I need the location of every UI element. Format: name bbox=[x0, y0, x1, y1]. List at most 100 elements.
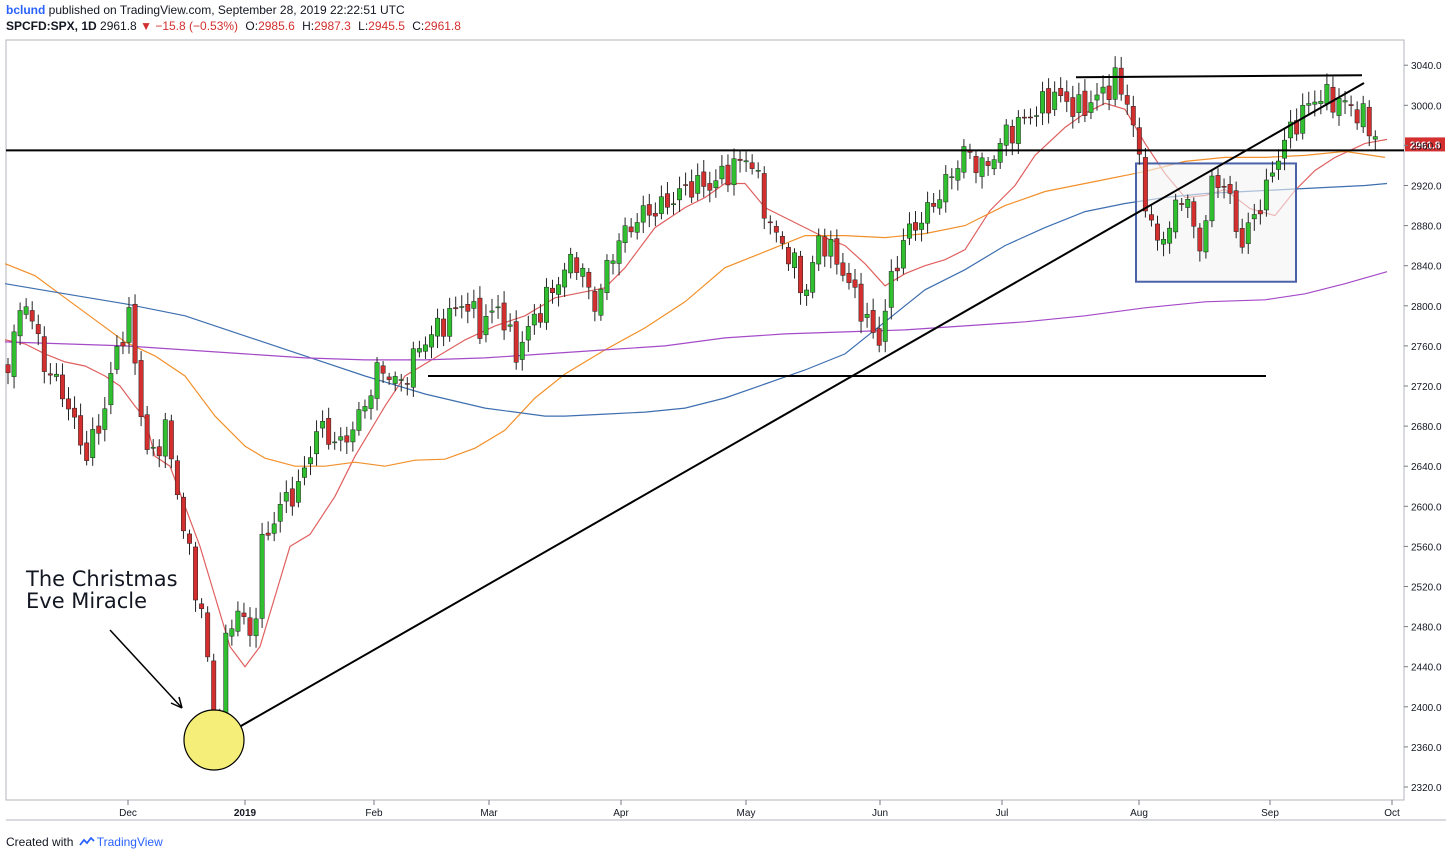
quote-line: SPCFD:SPX, 1D 2961.8 ▼ −15.8 (−0.53%) O:… bbox=[6, 18, 1446, 34]
price-tick-label: 2400.0 bbox=[1411, 703, 1442, 714]
uptrend-line[interactable] bbox=[212, 82, 1365, 743]
candlestick bbox=[592, 286, 598, 322]
candlestick bbox=[610, 253, 616, 275]
candlestick bbox=[1318, 89, 1324, 115]
candlestick bbox=[743, 151, 749, 172]
candlestick bbox=[761, 166, 767, 230]
candlestick bbox=[314, 420, 320, 466]
candlestick bbox=[72, 396, 77, 429]
price-tick-label: 2680.0 bbox=[1411, 422, 1442, 433]
candlestick bbox=[634, 213, 640, 240]
candlestick bbox=[344, 426, 350, 455]
candlestick bbox=[447, 297, 453, 342]
candlestick bbox=[1185, 194, 1191, 218]
candlestick bbox=[1112, 56, 1118, 106]
candlestick bbox=[888, 259, 894, 320]
time-tick-label: Oct bbox=[1384, 808, 1400, 819]
candlestick bbox=[804, 284, 810, 306]
price-tick-label: 2840.0 bbox=[1411, 262, 1442, 273]
author-name[interactable]: bclund bbox=[6, 3, 46, 17]
candlestick bbox=[199, 598, 205, 619]
price-change: −15.8 (−0.53%) bbox=[155, 19, 239, 33]
candlestick bbox=[47, 363, 53, 385]
candlestick bbox=[60, 363, 65, 408]
candlestick bbox=[677, 176, 682, 212]
candlestick bbox=[1015, 110, 1021, 154]
candlestick bbox=[604, 254, 610, 301]
candlestick bbox=[949, 168, 955, 190]
candlestick bbox=[465, 292, 471, 324]
candlestick bbox=[665, 182, 670, 215]
candlestick bbox=[489, 298, 495, 324]
candlestick bbox=[719, 155, 725, 185]
candlestick bbox=[556, 276, 561, 307]
candlestick bbox=[1046, 78, 1052, 124]
candlestick bbox=[816, 228, 822, 272]
candlestick bbox=[507, 313, 513, 332]
candlestick bbox=[550, 279, 555, 304]
candlestick bbox=[628, 218, 634, 238]
candlestick bbox=[1149, 205, 1154, 227]
price-tick-label: 2520.0 bbox=[1411, 583, 1442, 594]
candlestick bbox=[943, 165, 949, 213]
candlestick bbox=[114, 335, 120, 375]
candlestick bbox=[525, 315, 531, 353]
candlestick bbox=[1366, 100, 1372, 147]
candlestick bbox=[925, 191, 931, 234]
candlestick bbox=[356, 401, 362, 436]
candlestick bbox=[1221, 178, 1227, 199]
symbol-label[interactable]: SPCFD:SPX, 1D bbox=[6, 19, 97, 33]
price-tick-label: 3040.0 bbox=[1411, 61, 1442, 72]
candlestick bbox=[78, 403, 84, 455]
candlestick bbox=[737, 149, 743, 173]
candlestick bbox=[374, 357, 380, 411]
candlestick bbox=[84, 430, 90, 466]
candlestick bbox=[1282, 128, 1287, 171]
candlestick bbox=[241, 602, 247, 625]
candlestick bbox=[150, 439, 156, 457]
candlestick bbox=[416, 340, 422, 358]
publish-line: bclund published on TradingView.com, Sep… bbox=[6, 2, 1446, 18]
created-with-label: Created with bbox=[6, 835, 74, 849]
candlestick bbox=[689, 169, 695, 203]
open-label: O: bbox=[245, 19, 259, 33]
candlestick bbox=[1348, 95, 1354, 117]
top-line[interactable] bbox=[1075, 74, 1363, 79]
candlestick bbox=[295, 469, 301, 508]
candlestick bbox=[471, 289, 477, 319]
candlestick bbox=[108, 361, 114, 415]
candlestick bbox=[731, 148, 737, 196]
publish-info: published on TradingView.com, September … bbox=[48, 3, 405, 17]
candlestick bbox=[1336, 88, 1342, 126]
candlestick bbox=[1155, 215, 1160, 251]
candlestick bbox=[283, 480, 289, 514]
candlestick bbox=[973, 150, 979, 184]
high-value: 2987.3 bbox=[314, 19, 351, 33]
candlestick bbox=[979, 152, 985, 189]
highlight-circle[interactable] bbox=[183, 709, 245, 771]
candlestick bbox=[531, 303, 537, 335]
candlestick bbox=[453, 296, 459, 317]
price-tick-label: 2960.0 bbox=[1411, 141, 1442, 152]
candlestick bbox=[501, 291, 507, 340]
tradingview-brand[interactable]: TradingView bbox=[96, 835, 163, 849]
candlestick bbox=[1197, 223, 1203, 262]
candlestick bbox=[537, 303, 543, 328]
candlestick bbox=[967, 143, 973, 160]
candlestick bbox=[29, 301, 35, 330]
candlestick bbox=[1136, 117, 1142, 165]
candlestick bbox=[96, 414, 102, 445]
candlestick bbox=[193, 541, 199, 612]
down-triangle-icon: ▼ bbox=[140, 19, 152, 33]
candlestick bbox=[326, 407, 332, 450]
candlestick bbox=[779, 231, 785, 250]
candlestick bbox=[126, 297, 132, 354]
candlestick bbox=[1100, 75, 1106, 106]
price-tick-label: 2320.0 bbox=[1411, 783, 1442, 794]
open-value: 2985.6 bbox=[258, 19, 295, 33]
moving-average-ma200 bbox=[4, 271, 1388, 361]
candlestick bbox=[671, 191, 676, 215]
candlestick bbox=[1088, 90, 1094, 120]
candlestick bbox=[683, 172, 689, 196]
